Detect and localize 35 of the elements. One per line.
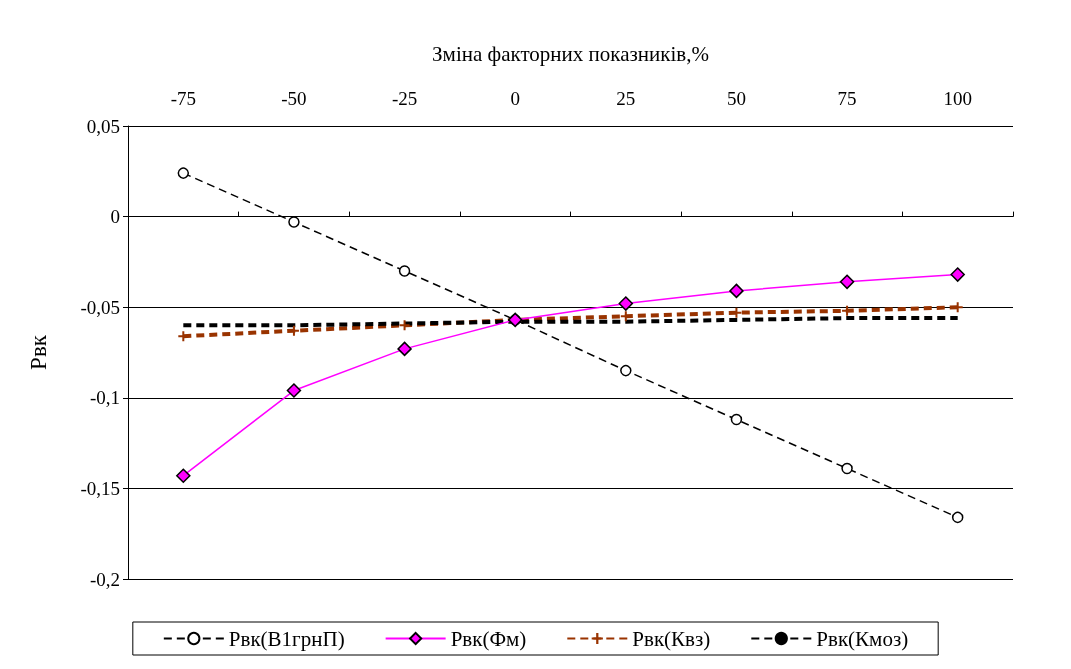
legend-label: Рвк(В1грнП) xyxy=(228,626,345,651)
legend-label: Рвк(Кмоз) xyxy=(816,626,909,651)
x-tick-label: 100 xyxy=(943,88,972,109)
point xyxy=(399,320,410,331)
point xyxy=(729,283,744,299)
point xyxy=(286,383,302,398)
point xyxy=(618,296,634,311)
y-tick-label: 0 xyxy=(110,206,120,228)
point xyxy=(398,265,411,277)
x-tick-label: -75 xyxy=(170,88,196,109)
point xyxy=(176,468,191,483)
y-axis-title: Рвк xyxy=(26,334,51,370)
x-tick-label: 75 xyxy=(837,88,857,109)
legend-label: Рвк(Фм) xyxy=(450,626,527,651)
y-tick-label: -0,15 xyxy=(80,477,120,499)
point xyxy=(839,274,855,290)
x-tick-label: 0 xyxy=(510,88,520,109)
point xyxy=(620,364,632,377)
y-tick-label: -0,05 xyxy=(80,296,120,318)
x-axis-title: Зміна факторних показників,% xyxy=(432,41,709,66)
point xyxy=(841,462,853,475)
point xyxy=(288,216,300,228)
y-tick-label: -0,1 xyxy=(89,387,120,409)
point xyxy=(730,413,743,426)
y-tick-label: 0,05 xyxy=(86,115,120,137)
x-tick-label: -50 xyxy=(281,88,307,109)
x-tick-label: 50 xyxy=(726,88,746,109)
x-tick-label: 25 xyxy=(616,88,636,109)
point xyxy=(951,511,964,524)
legend-label: Рвк(Квз) xyxy=(632,626,711,651)
point xyxy=(950,267,965,282)
point xyxy=(397,341,412,357)
point xyxy=(177,167,190,179)
x-tick-label: -25 xyxy=(391,88,418,109)
y-tick-label: -0,2 xyxy=(89,568,120,590)
